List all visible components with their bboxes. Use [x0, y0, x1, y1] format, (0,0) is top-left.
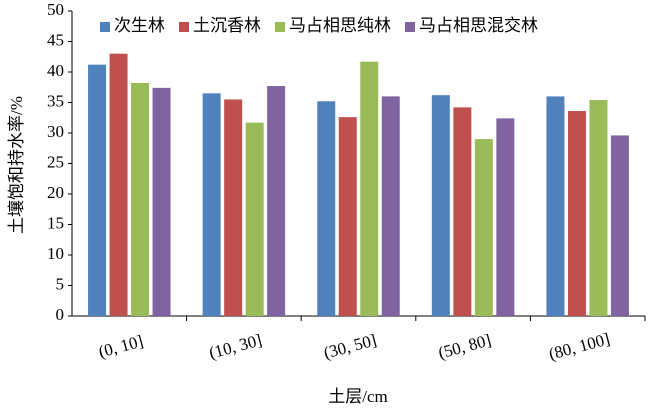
y-tick-label: 40: [47, 61, 64, 80]
y-tick-label: 25: [47, 152, 64, 171]
y-tick-label: 10: [47, 244, 64, 263]
bar: [453, 107, 472, 316]
x-tick-label: (50, 80]: [436, 330, 493, 362]
x-tick-label: (0, 10]: [97, 331, 146, 361]
y-tick-label: 45: [47, 30, 64, 49]
bar: [610, 135, 629, 316]
y-tick-label: 30: [47, 122, 64, 141]
x-tick-label: (30, 50]: [322, 330, 379, 362]
x-tick-label: (10, 30]: [207, 330, 264, 362]
y-tick-label: 50: [47, 0, 64, 19]
bar: [88, 64, 107, 317]
bar: [474, 139, 493, 316]
y-tick-label: 0: [56, 305, 65, 324]
bar: [431, 95, 450, 317]
y-tick-label: 20: [47, 183, 64, 202]
bar: [317, 101, 336, 316]
bar: [496, 118, 515, 316]
bar: [152, 87, 171, 316]
bar: [131, 82, 150, 316]
bar: [267, 86, 286, 316]
legend-label: 马占相思纯林: [289, 16, 391, 35]
legend-label: 马占相思混交林: [419, 16, 538, 35]
y-tick-label: 35: [47, 91, 64, 110]
legend-label: 次生林: [114, 16, 165, 35]
bar: [224, 99, 243, 316]
y-tick-label: 15: [47, 213, 64, 232]
bar: [202, 93, 221, 316]
legend-swatch: [179, 22, 189, 32]
legend-swatch: [275, 22, 285, 32]
bar: [381, 96, 400, 317]
x-axis-label: 土层/cm: [328, 387, 388, 406]
legend-label: 土沉香林: [193, 16, 261, 35]
bar: [109, 53, 128, 316]
legend-swatch: [100, 22, 110, 32]
bar: [360, 61, 379, 316]
x-tick-label: (80, 100]: [547, 329, 612, 363]
y-tick-label: 5: [56, 274, 65, 293]
bar: [245, 122, 264, 316]
bar: [589, 100, 608, 316]
bar: [567, 111, 586, 316]
bar: [546, 96, 565, 317]
y-axis-label: 土壤饱和持水率/%: [6, 96, 26, 234]
legend-swatch: [405, 22, 415, 32]
bar: [338, 117, 357, 316]
